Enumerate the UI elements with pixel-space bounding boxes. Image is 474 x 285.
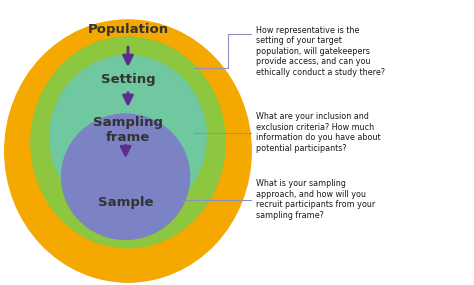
Text: What is your sampling
approach, and how will you
recruit participants from your
: What is your sampling approach, and how … bbox=[256, 179, 375, 220]
Ellipse shape bbox=[5, 20, 251, 282]
Ellipse shape bbox=[31, 37, 225, 248]
Text: What are your inclusion and
exclusion criteria? How much
information do you have: What are your inclusion and exclusion cr… bbox=[256, 112, 381, 153]
Text: Sampling
frame: Sampling frame bbox=[93, 116, 163, 144]
Ellipse shape bbox=[50, 56, 206, 218]
Text: Population: Population bbox=[87, 23, 169, 36]
Ellipse shape bbox=[62, 114, 190, 239]
Text: How representative is the
setting of your target
population, will gatekeepers
pr: How representative is the setting of you… bbox=[256, 26, 385, 77]
Text: Setting: Setting bbox=[100, 73, 155, 86]
Text: Sample: Sample bbox=[98, 196, 154, 209]
